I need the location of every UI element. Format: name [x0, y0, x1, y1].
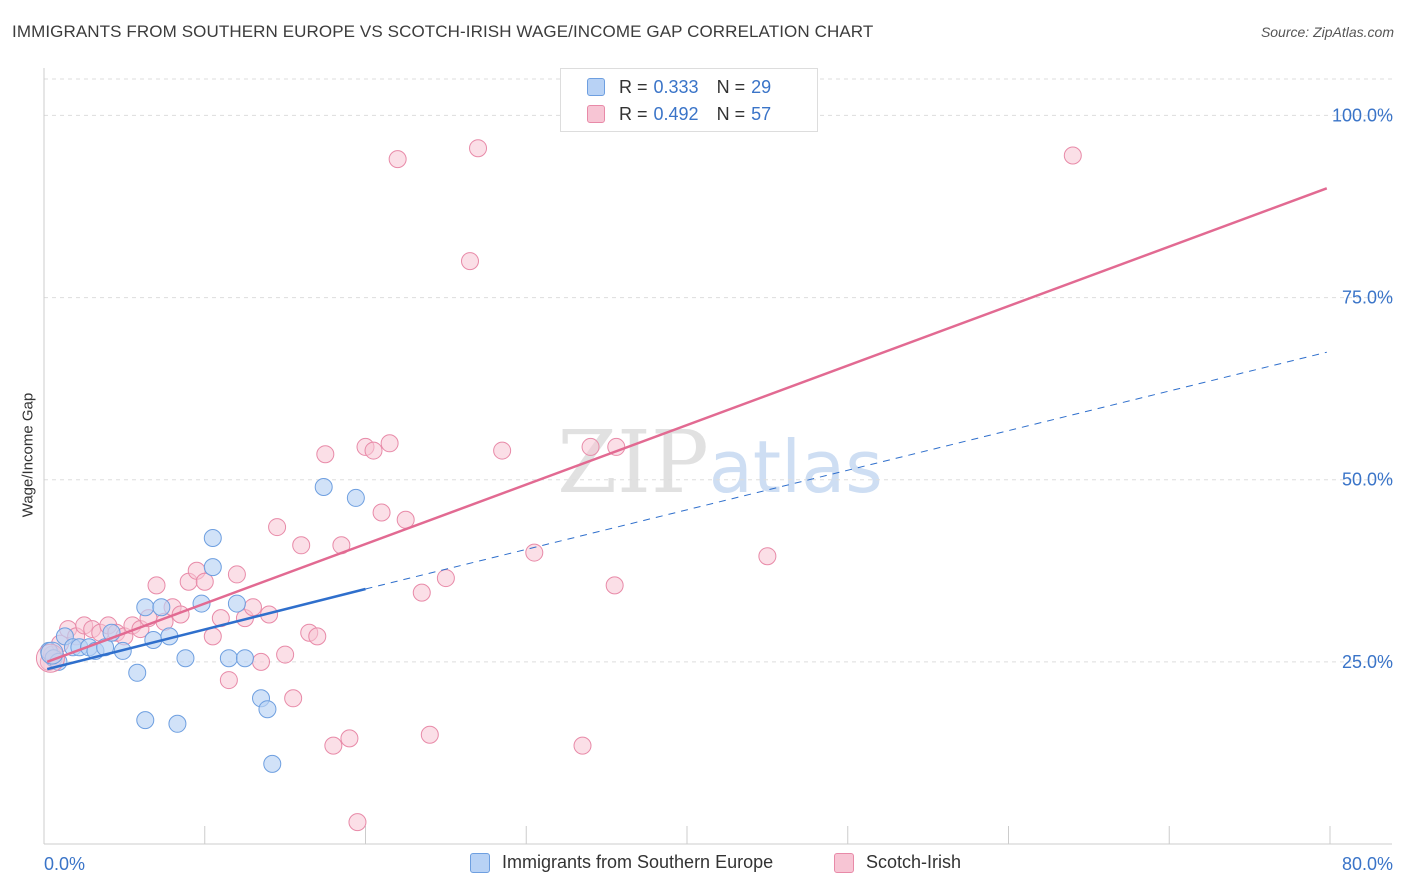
scotch-irish-point — [308, 627, 327, 646]
x-tick-label: 80.0% — [1342, 854, 1393, 874]
scotch-irish-point — [219, 671, 238, 690]
scotch-irish-point — [348, 813, 367, 832]
southern-europe-point — [168, 714, 187, 733]
southern-europe-point — [136, 711, 155, 730]
correlation-legend: R = 0.333 N = 29 R = 0.492 N = 57 — [560, 68, 818, 132]
scotch-irish-point — [284, 689, 303, 708]
scotch-irish-point — [573, 736, 592, 755]
scotch-irish-point — [758, 547, 777, 566]
y-tick-label: 75.0% — [1342, 288, 1393, 308]
scotch-irish-point — [268, 518, 287, 537]
southern-europe-point — [128, 663, 147, 682]
southern-europe-point — [203, 558, 222, 577]
scotch-irish-point — [252, 652, 271, 671]
scotch-irish-point — [292, 536, 311, 555]
legend-n-value: 29 — [751, 76, 772, 97]
legend-swatch-pink — [587, 105, 605, 123]
scotch-irish-point — [380, 434, 399, 453]
scotch-irish-point — [581, 437, 600, 456]
legend-swatch-blue — [587, 78, 605, 96]
scotch-irish-point — [420, 725, 439, 744]
bottom-legend-swatch-pink — [834, 852, 854, 873]
scotch-irish-point — [243, 598, 262, 617]
southern-europe-point — [152, 598, 171, 617]
scotch-irish-point — [340, 729, 359, 748]
scotch-irish-point — [195, 572, 214, 591]
scotch-irish-point — [1063, 146, 1082, 165]
scotch-irish-point — [35, 643, 65, 673]
scotch-irish-point — [412, 583, 431, 602]
scotch-irish-point — [372, 503, 391, 522]
southern-europe-trend-extension — [365, 351, 1327, 590]
legend-row-series2: R = 0.492 N = 57 — [587, 102, 771, 126]
legend-n-label: N = — [716, 76, 746, 97]
scotch-irish-point — [493, 441, 512, 460]
legend-r-label: R = — [619, 76, 648, 97]
y-tick-label: 100.0% — [1332, 105, 1393, 125]
southern-europe-point — [136, 598, 155, 617]
y-axis-label: Wage/Income Gap — [19, 392, 37, 518]
bottom-legend-label: Scotch-Irish — [866, 852, 962, 872]
scotch-irish-point — [605, 576, 624, 595]
legend-r-value: 0.333 — [653, 76, 699, 97]
scotch-irish-trend-line — [46, 187, 1328, 664]
scotch-irish-point — [227, 565, 246, 584]
scotch-irish-point — [324, 736, 343, 755]
scotch-irish-point — [203, 627, 222, 646]
x-tick-label: 0.0% — [44, 854, 85, 874]
bottom-legend-label: Immigrants from Southern Europe — [502, 852, 774, 872]
watermark: ZIPatlas — [557, 413, 883, 513]
southern-europe-trend-line — [46, 587, 366, 671]
legend-r-value: 0.492 — [653, 103, 699, 124]
scotch-irish-point — [469, 139, 488, 158]
scotch-irish-point — [388, 150, 407, 169]
scotch-irish-point — [364, 441, 383, 460]
scotch-irish-point — [525, 543, 544, 562]
bottom-legend-series1: Immigrants from Southern Europe — [470, 852, 773, 873]
southern-europe-point — [235, 649, 254, 668]
legend-n-label: N = — [716, 103, 746, 124]
scotch-irish-point — [460, 252, 479, 271]
southern-europe-point — [346, 488, 365, 507]
chart-source: Source: ZipAtlas.com — [1260, 24, 1394, 40]
scotch-irish-point — [276, 645, 295, 664]
southern-europe-point — [176, 649, 195, 668]
scotch-irish-point — [436, 569, 455, 588]
legend-row-series1: R = 0.333 N = 29 — [587, 75, 771, 99]
southern-europe-point — [263, 754, 282, 773]
y-tick-label: 25.0% — [1342, 652, 1393, 672]
bottom-legend-series2: Scotch-Irish — [834, 852, 961, 873]
bottom-legend-swatch-blue — [470, 852, 490, 873]
y-tick-label: 50.0% — [1342, 470, 1393, 490]
southern-europe-point — [203, 529, 222, 547]
southern-europe-point — [219, 649, 238, 668]
southern-europe-point — [314, 478, 333, 496]
scotch-irish-point — [316, 445, 335, 464]
scotch-irish-point — [147, 576, 166, 595]
southern-europe-point — [258, 700, 277, 719]
legend-n-value: 57 — [751, 103, 772, 124]
southern-europe-point — [227, 594, 246, 613]
legend-r-label: R = — [619, 103, 648, 124]
chart-title: IMMIGRANTS FROM SOUTHERN EUROPE VS SCOTC… — [12, 22, 874, 41]
